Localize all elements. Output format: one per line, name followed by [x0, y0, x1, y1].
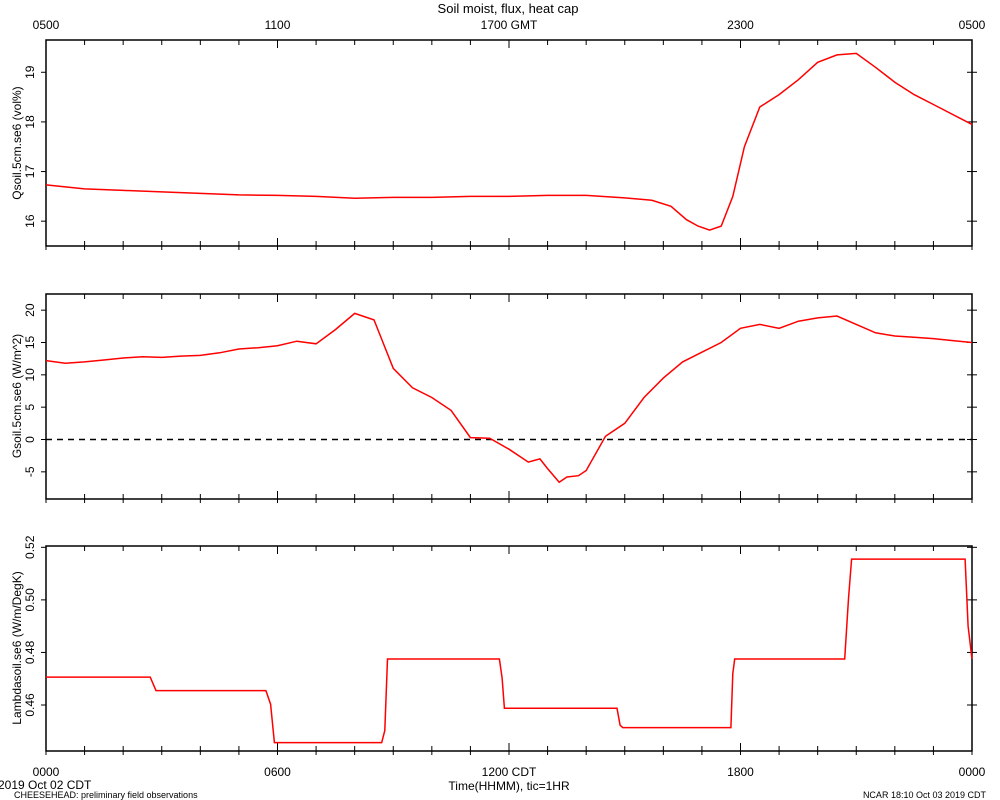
- panel-soil-moisture-frame: [45, 39, 973, 247]
- panel-thermal-conductivity-ylabel: Lambdasoil.se6 (W/m/DegK): [10, 571, 24, 724]
- bottom-axis-tick-label: 1200 CDT: [482, 765, 537, 779]
- chart-title: Soil moist, flux, heat cap: [438, 1, 579, 16]
- y-tick-label: 18: [23, 115, 37, 129]
- y-tick-label: -5: [23, 466, 37, 477]
- bottom-axis-tick-label: 0000: [33, 765, 60, 779]
- panel-soil-heat-flux-axes: -5 0 5 10 15 20: [23, 294, 977, 503]
- y-tick-label: 17: [23, 165, 37, 179]
- top-axis-tick-label: 0500: [959, 18, 986, 32]
- y-tick-label: 19: [23, 65, 37, 79]
- y-tick-label: 15: [23, 336, 37, 350]
- panel-thermal-conductivity-frame: [45, 545, 973, 752]
- bottom-axis-tick-label: 0000: [959, 765, 986, 779]
- panel-soil-heat-flux-frame: [45, 293, 973, 500]
- y-tick-label: 5: [23, 404, 37, 411]
- panel-thermal-conductivity: 0.46 0.48 0.50 0.52 Lambdasoil.se6 (W/m/Deg…: [10, 535, 977, 755]
- bottom-axis-tick-label: 0600: [264, 765, 291, 779]
- panel-soil-moisture-ylabel: Qsoil.5cm.se6 (vol%): [10, 86, 24, 199]
- y-tick-label: 0.50: [23, 588, 37, 612]
- top-axis-tick-label: 0500: [33, 18, 60, 32]
- y-tick-label: 0.46: [23, 693, 37, 717]
- thermal-conductivity-line: [46, 558, 973, 744]
- panel-thermal-conductivity-axes: 0.46 0.48 0.50 0.52: [23, 535, 977, 755]
- footer-stamp: NCAR 18:10 Oct 03 2019 CDT: [862, 790, 986, 800]
- y-tick-label: 10: [23, 368, 37, 382]
- panel-soil-heat-flux-ylabel: Gsoil.5cm.se6 (W/m^2): [10, 334, 24, 458]
- x-axis-label: Time(HHMM), tic=1HR: [448, 779, 570, 793]
- panel-soil-moisture-axes: 16 17 18 19: [23, 40, 977, 250]
- y-tick-label: 20: [23, 303, 37, 317]
- panel-soil-heat-flux: -5 0 5 10 15 20 Gsoil.5cm.se6 (W/m^2): [10, 293, 977, 503]
- top-time-axis: 0500 1100 1700 GMT 2300 0500: [33, 18, 986, 32]
- soil-moisture-line: [45, 52, 973, 231]
- y-tick-label: 0: [23, 436, 37, 443]
- top-axis-tick-label: 1700 GMT: [481, 18, 538, 32]
- bottom-time-axis: 0000 0600 1200 CDT 1800 0000: [33, 765, 986, 779]
- top-axis-tick-label: 2300: [727, 18, 754, 32]
- panel-soil-moisture: 16 17 18 19 Qsoil.5cm.se6 (vol%): [10, 39, 977, 250]
- footer-start-date: 2019 Oct 02 CDT: [0, 778, 92, 792]
- top-axis-tick-label: 1100: [265, 18, 291, 32]
- bottom-axis-tick-label: 1800: [727, 765, 754, 779]
- y-tick-label: 0.52: [23, 535, 37, 559]
- y-tick-label: 16: [23, 214, 37, 228]
- footer-project: CHEESEHEAD: preliminary field observatio…: [14, 790, 198, 800]
- soil-heat-flux-line: [45, 312, 973, 484]
- y-tick-label: 0.48: [23, 640, 37, 664]
